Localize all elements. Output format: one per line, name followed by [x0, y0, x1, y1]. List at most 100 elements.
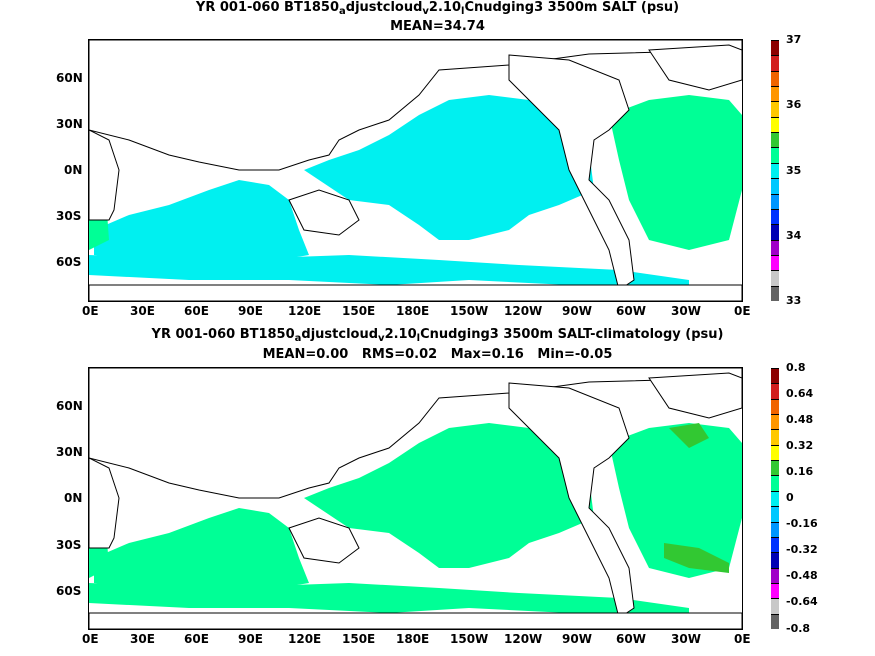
salinity-anomaly-map-svg	[89, 368, 742, 629]
colorbar-segment	[771, 429, 779, 445]
colorbar-segment	[771, 70, 779, 87]
colorbar-label: 0.48	[786, 413, 814, 426]
colorbar-segment	[771, 444, 779, 461]
colorbar-label: -0.32	[786, 543, 818, 556]
positive-anomaly-field	[664, 423, 729, 573]
colorbar-label: 37	[786, 33, 802, 46]
colorbar-segment	[771, 162, 779, 179]
colorbar-segment	[771, 490, 779, 507]
lat-label-60n-2: 60N	[56, 399, 83, 413]
land-masses	[89, 40, 742, 301]
colorbar-segment	[771, 101, 779, 117]
colorbar-segment	[771, 208, 779, 225]
colorbar-label: 0.64	[786, 387, 814, 400]
lon-label: 0E	[734, 632, 751, 646]
colorbar-segment	[771, 178, 779, 194]
lon-label: 150W	[450, 632, 489, 646]
lon-label: 0E	[82, 304, 99, 318]
lon-label: 60W	[616, 304, 646, 318]
colorbar-segment	[771, 239, 779, 255]
lat-label-0n-2: 0N	[64, 491, 83, 505]
lon-label: 120W	[504, 304, 543, 318]
colorbar-segment	[771, 254, 779, 271]
colorbar-segment	[771, 86, 779, 102]
map-subtitle-2: MEAN=0.00 RMS=0.02 Max=0.16 Min=-0.05	[262, 347, 613, 362]
lon-label: 180E	[396, 304, 430, 318]
lon-label: 30E	[130, 304, 155, 318]
colorbar-label: 0	[786, 491, 794, 504]
colorbar-segment	[771, 40, 779, 56]
colorbar-label: 34	[786, 229, 802, 242]
colorbar-segment	[771, 521, 779, 537]
map-subtitle-1: MEAN=34.74	[390, 19, 485, 34]
colorbar-1	[771, 40, 779, 301]
colorbar-segment	[771, 224, 779, 240]
colorbar-label: 0.8	[786, 361, 806, 374]
lon-label: 120W	[504, 632, 543, 646]
lon-label: 90E	[238, 304, 263, 318]
lon-label: 60E	[184, 632, 209, 646]
lat-label-30n-2: 30N	[56, 445, 83, 459]
colorbar-segment	[771, 460, 779, 476]
colorbar-label: 0.16	[786, 465, 814, 478]
lon-label: 150E	[342, 304, 376, 318]
lat-label-30s-1: 30S	[56, 209, 82, 223]
colorbar-segment	[771, 613, 779, 629]
colorbar-segment	[771, 270, 779, 286]
salinity-map-svg	[89, 40, 742, 301]
colorbar-label: 0.32	[786, 439, 814, 452]
lon-label: 90E	[238, 632, 263, 646]
colorbar-label: 33	[786, 294, 802, 307]
lat-label-30s-2: 30S	[56, 538, 82, 552]
lon-label: 90W	[562, 304, 592, 318]
lon-label: 180E	[396, 632, 430, 646]
colorbar-label: -0.8	[786, 622, 811, 635]
lon-label: 150W	[450, 304, 489, 318]
colorbar-segment	[771, 55, 779, 71]
map-title-1: YR 001-060 BT1850adjustcloudv2.10lCnudgi…	[195, 0, 680, 17]
colorbar-segment	[771, 285, 779, 301]
lon-label: 30W	[671, 632, 701, 646]
lat-label-30n-1: 30N	[56, 117, 83, 131]
lon-label: 30E	[130, 632, 155, 646]
lon-label: 30W	[671, 304, 701, 318]
lon-label: 150E	[342, 632, 376, 646]
colorbar-label: -0.48	[786, 569, 818, 582]
colorbar-label: -0.16	[786, 517, 818, 530]
colorbar-segment	[771, 598, 779, 614]
ocean-field	[89, 95, 689, 290]
lon-label: 120E	[288, 304, 322, 318]
colorbar-segment	[771, 582, 779, 599]
colorbar-segment	[771, 398, 779, 415]
colorbar-label: 36	[786, 98, 802, 111]
colorbar-label: 35	[786, 164, 802, 177]
lon-label: 60E	[184, 304, 209, 318]
colorbar-2	[771, 368, 779, 629]
colorbar-segment	[771, 132, 779, 148]
colorbar-segment	[771, 193, 779, 209]
colorbar-segment	[771, 147, 779, 163]
salinity-map	[88, 39, 743, 302]
lon-label: 0E	[734, 304, 751, 318]
colorbar-segment	[771, 414, 779, 430]
lat-label-60s-2: 60S	[56, 584, 82, 598]
colorbar-segment	[771, 552, 779, 568]
colorbar-segment	[771, 536, 779, 553]
colorbar-segment	[771, 506, 779, 522]
colorbar-label: -0.64	[786, 595, 818, 608]
colorbar-segment	[771, 116, 779, 133]
colorbar-segment	[771, 383, 779, 399]
lon-label: 90W	[562, 632, 592, 646]
lat-label-0n-1: 0N	[64, 163, 83, 177]
land-masses	[89, 368, 742, 629]
lat-label-60s-1: 60S	[56, 255, 82, 269]
colorbar-segment	[771, 368, 779, 384]
colorbar-segment	[771, 567, 779, 583]
lon-label: 120E	[288, 632, 322, 646]
salinity-anomaly-map	[88, 367, 743, 630]
lon-label: 60W	[616, 632, 646, 646]
map-title-2: YR 001-060 BT1850adjustcloudv2.10lCnudgi…	[151, 327, 724, 344]
lon-label: 0E	[82, 632, 99, 646]
lat-label-60n-1: 60N	[56, 71, 83, 85]
colorbar-segment	[771, 475, 779, 491]
